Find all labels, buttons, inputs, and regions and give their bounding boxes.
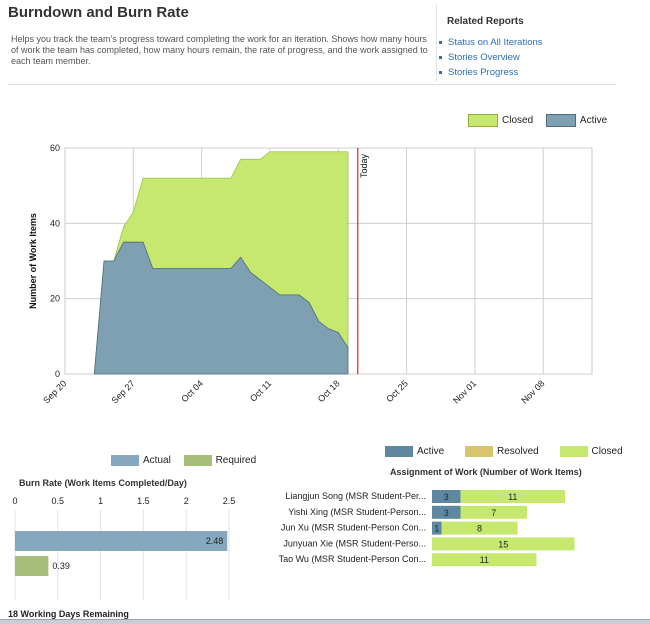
bar-value-label: 1 (434, 524, 439, 534)
bar-value-label: 8 (477, 524, 482, 534)
legend-closed-label: Closed (591, 446, 623, 458)
legend-required-label: Required (215, 455, 257, 467)
related-link-stories-progress[interactable]: Stories Progress (439, 67, 518, 78)
assignment-legend: Active Resolved Closed (385, 446, 623, 457)
bar-value-label: 15 (498, 539, 508, 549)
bullet-icon (439, 70, 442, 74)
bullet-icon (439, 55, 442, 59)
bar-value-label: 3 (444, 508, 449, 518)
legend-resolved-label: Resolved (497, 446, 539, 458)
report-description: Helps you track the team's progress towa… (11, 34, 428, 66)
bar-value-label: 7 (491, 508, 496, 518)
x-tick-label: 2.5 (223, 496, 236, 506)
legend-actual-swatch (111, 455, 139, 466)
assignment-bar-closed (432, 553, 537, 567)
assignee-label: Tao Wu (MSR Student-Person Con... (279, 554, 426, 564)
legend-closed-label: Closed (502, 115, 534, 127)
header-divider (8, 84, 616, 85)
legend-closed-swatch (559, 446, 588, 457)
y-tick-label: 0 (55, 369, 60, 379)
burnrate-title: Burn Rate (Work Items Completed/Day) (19, 478, 187, 488)
x-tick-label: Sep 27 (109, 378, 136, 405)
legend-active-swatch (545, 114, 576, 127)
x-tick-label: Nov 01 (451, 378, 478, 405)
x-tick-label: 0.5 (52, 496, 65, 506)
legend-resolved-swatch (465, 446, 494, 457)
bar-value-label: 11 (508, 492, 517, 502)
assignee-label: Jun Xu (MSR Student-Person Con... (281, 523, 426, 533)
related-reports-panel: Related Reports Status on All Iterations… (436, 4, 619, 82)
related-reports-title: Related Reports (447, 16, 524, 27)
x-tick-label: 2 (184, 496, 189, 506)
assignee-label: Junyuan Xie (MSR Student-Perso... (283, 538, 426, 548)
x-tick-label: Oct 04 (179, 378, 205, 404)
assignment-chart: Liangjun Song (MSR Student-Per... 3 11 Yish… (279, 490, 575, 567)
assignee-label: Yishi Xing (MSR Student-Person... (288, 507, 426, 517)
bullet-icon (439, 40, 442, 44)
y-tick-label: 40 (50, 218, 60, 228)
burnrate-bar-actual (15, 531, 228, 551)
x-tick-label: Nov 08 (519, 378, 546, 405)
assignment-bar-closed (441, 521, 518, 535)
legend-actual-label: Actual (143, 455, 171, 467)
legend-active-swatch (385, 446, 413, 457)
assignment-bar-closed (432, 537, 575, 551)
assignment-bar-active (432, 505, 461, 519)
x-tick-label: Sep 20 (41, 378, 68, 405)
x-tick-label: 1 (98, 496, 103, 506)
burnrate-bar-required (15, 556, 49, 576)
page-title: Burndown and Burn Rate (8, 4, 189, 21)
burndown-chart: Sep 20 Sep 27 Oct 04 Oct 11 Oct 18 Oct 25 Nov … (28, 143, 593, 406)
related-link-label[interactable]: Status on All Iterations (448, 37, 543, 48)
bar-value-label: 3 (444, 492, 449, 502)
legend-active-label: Active (579, 115, 608, 127)
x-tick-label: Oct 11 (248, 378, 273, 403)
related-link-label[interactable]: Stories Progress (448, 67, 519, 78)
assignee-label: Liangjun Song (MSR Student-Per... (285, 491, 426, 501)
burnrate-chart: 0 0.5 1 1.5 2 2.5 2.48 0.39 (12, 496, 236, 600)
assignment-bar-active (432, 521, 442, 535)
assignment-bar-closed (460, 505, 527, 519)
burndown-legend: Closed Active (468, 114, 607, 127)
active-area (93, 241, 349, 375)
y-tick-label: 20 (50, 294, 60, 304)
assignment-title: Assignment of Work (Number of Work Items… (390, 467, 582, 477)
bar-value-label: 11 (480, 555, 489, 565)
legend-closed-swatch (468, 114, 498, 127)
legend-required-swatch (183, 455, 212, 466)
related-link-status-iterations[interactable]: Status on All Iterations (439, 37, 543, 48)
y-tick-label: 60 (50, 143, 60, 153)
bar-value-label: 0.39 (52, 561, 70, 571)
related-link-label[interactable]: Stories Overview (448, 52, 520, 63)
today-label: Today (359, 153, 369, 178)
assignment-bar-active (432, 490, 461, 503)
related-link-stories-overview[interactable]: Stories Overview (439, 52, 520, 63)
x-tick-label: Oct 18 (316, 378, 342, 404)
bar-value-label: 2.48 (206, 536, 224, 546)
x-tick-label: 0 (12, 496, 17, 506)
working-days-remaining: 18 Working Days Remaining (8, 609, 129, 619)
assignment-bar-closed (460, 490, 565, 503)
x-tick-label: Oct 25 (384, 378, 410, 404)
taskbar (0, 619, 650, 624)
y-axis-label: Number of Work Items (28, 213, 38, 309)
x-tick-label: 1.5 (137, 496, 150, 506)
burnrate-legend: Actual Required (111, 455, 256, 466)
legend-active-label: Active (417, 446, 445, 458)
